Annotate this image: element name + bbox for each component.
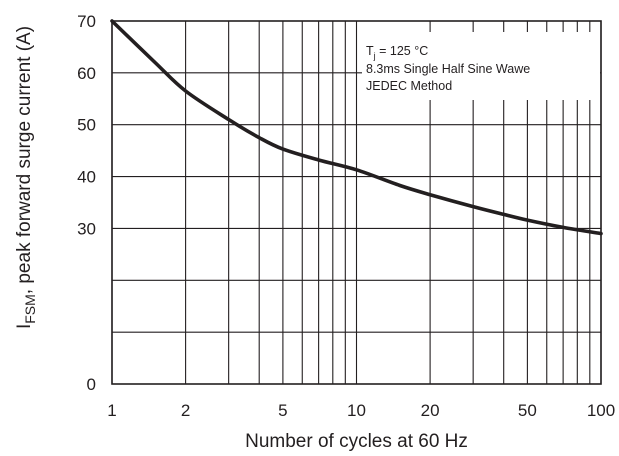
y-tick-label: 40	[77, 168, 96, 187]
x-tick-label: 20	[421, 401, 440, 420]
y-tick-label: 50	[77, 116, 96, 135]
surge-current-curve	[110, 19, 603, 236]
y-tick-label: 0	[87, 375, 96, 394]
y-axis-title-rest: , peak forward surge current (A)	[14, 26, 35, 294]
annotation-waveform: 8.3ms Single Half Sine Wawe	[366, 62, 530, 76]
x-tick-label: 50	[518, 401, 537, 420]
tick-labels: 1 2 5 10 20 50 100 0 30 40 50 60 70	[77, 12, 615, 420]
y-axis-title: IFSM, peak forward surge current (A)	[14, 26, 38, 329]
y-axis-symbol-subscript: FSM	[22, 294, 38, 324]
data-series	[110, 19, 603, 236]
plot-frame	[111, 20, 602, 385]
x-tick-label: 1	[107, 401, 116, 420]
x-tick-label: 5	[278, 401, 287, 420]
annotation-junction-temp: Tj = 125 °C	[366, 44, 428, 61]
annotation-method: JEDEC Method	[366, 79, 452, 93]
conditions-annotation: Tj = 125 °C 8.3ms Single Half Sine Wawe …	[362, 32, 600, 100]
x-tick-label: 2	[181, 401, 190, 420]
y-tick-label: 70	[77, 12, 96, 31]
annotation-background	[362, 32, 600, 100]
x-tick-label: 100	[587, 401, 615, 420]
y-axis-symbol: I	[14, 324, 35, 329]
annotation-temp-value: = 125 °C	[376, 44, 429, 58]
x-axis-title: Number of cycles at 60 Hz	[245, 431, 468, 452]
annotation-temp-subscript: j	[373, 51, 376, 61]
x-tick-label: 10	[347, 401, 366, 420]
y-tick-label: 30	[77, 219, 96, 238]
y-tick-label: 60	[77, 64, 96, 83]
annotation-temp-symbol: T	[366, 44, 374, 58]
